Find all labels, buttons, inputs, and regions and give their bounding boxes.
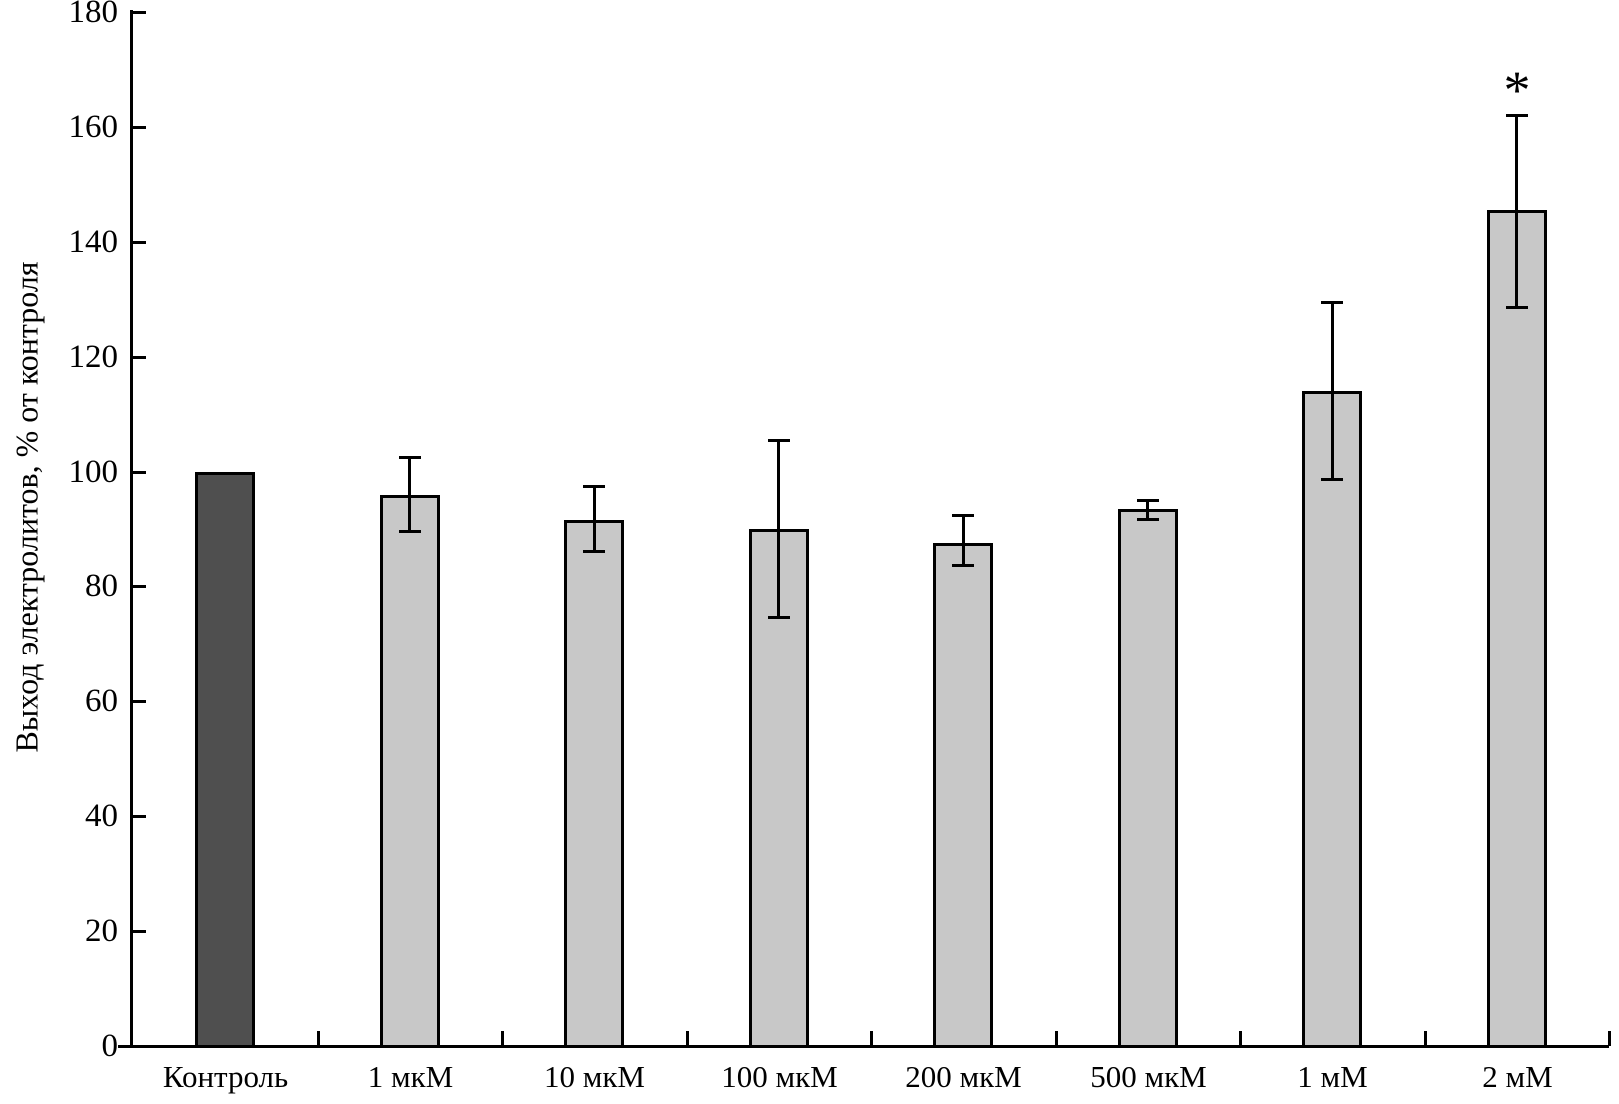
y-tick-label: 120 (68, 339, 119, 375)
y-axis-tick (133, 241, 146, 244)
x-category-label: 1 мкМ (367, 1059, 454, 1094)
significance-asterisk: * (1503, 60, 1531, 120)
y-axis-tick (133, 356, 146, 359)
error-bar-cap-top (399, 456, 421, 459)
error-bar-cap-bottom (1506, 306, 1528, 309)
x-axis-tick (1424, 1031, 1427, 1046)
bar (1487, 210, 1547, 1048)
error-bar-line (1331, 302, 1334, 480)
error-bar-cap-bottom (768, 616, 790, 619)
bar (195, 472, 255, 1048)
y-tick-label: 0 (101, 1028, 119, 1064)
y-tick-label: 140 (68, 224, 119, 260)
bar (1118, 509, 1178, 1048)
error-bar-cap-bottom (1321, 478, 1343, 481)
error-bar-cap-top (583, 485, 605, 488)
x-category-label: Контроль (162, 1059, 289, 1094)
x-axis-tick (501, 1031, 504, 1046)
y-axis-tick (133, 700, 146, 703)
error-bar-cap-bottom (952, 564, 974, 567)
x-category-label: 500 мкМ (1090, 1059, 1207, 1094)
y-axis-line (130, 10, 133, 1048)
error-bar-cap-top (1321, 301, 1343, 304)
x-category-label: 200 мкМ (905, 1059, 1022, 1094)
error-bar-line (1146, 500, 1149, 520)
x-axis-tick (317, 1031, 320, 1046)
y-tick-label: 40 (85, 798, 118, 834)
x-axis-tick (686, 1031, 689, 1046)
error-bar-cap-top (1137, 499, 1159, 502)
y-axis-tick (133, 930, 146, 933)
error-bar-line (408, 457, 411, 532)
y-tick-label: 180 (68, 0, 119, 30)
y-axis-title: Выход электролитов, % от контроля (8, 261, 45, 753)
error-bar-cap-top (768, 439, 790, 442)
bar (380, 495, 440, 1048)
error-bar-cap-bottom (583, 550, 605, 553)
x-axis-tick (1055, 1031, 1058, 1046)
error-bar-line (1515, 115, 1518, 307)
x-category-label: 10 мкМ (544, 1059, 645, 1094)
bar (564, 520, 624, 1048)
y-axis-tick (133, 126, 146, 129)
error-bar-cap-top (1506, 114, 1528, 117)
error-bar-cap-top (952, 514, 974, 517)
x-category-label: 100 мкМ (721, 1059, 838, 1094)
x-category-label: 2 мМ (1482, 1059, 1553, 1094)
error-bar-cap-bottom (399, 530, 421, 533)
bar (933, 543, 993, 1048)
error-bar-line (962, 515, 965, 567)
error-bar-cap-bottom (1137, 518, 1159, 521)
y-axis-tick (133, 815, 146, 818)
y-axis-tick (133, 471, 146, 474)
y-tick-label: 60 (85, 683, 118, 719)
y-tick-label: 80 (85, 568, 118, 604)
error-bar-line (777, 440, 780, 618)
x-axis-tick (1608, 1031, 1611, 1046)
x-axis-tick (1239, 1031, 1242, 1046)
y-axis-tick (133, 585, 146, 588)
error-bar-line (593, 486, 596, 552)
y-tick-label: 160 (68, 109, 119, 145)
y-tick-label: 20 (85, 913, 118, 949)
x-axis-tick (870, 1031, 873, 1046)
x-category-label: 1 мМ (1297, 1059, 1368, 1094)
x-axis-line (118, 1045, 1609, 1048)
bar (1302, 391, 1362, 1048)
y-tick-label: 100 (68, 454, 119, 490)
y-axis-tick (133, 11, 146, 14)
